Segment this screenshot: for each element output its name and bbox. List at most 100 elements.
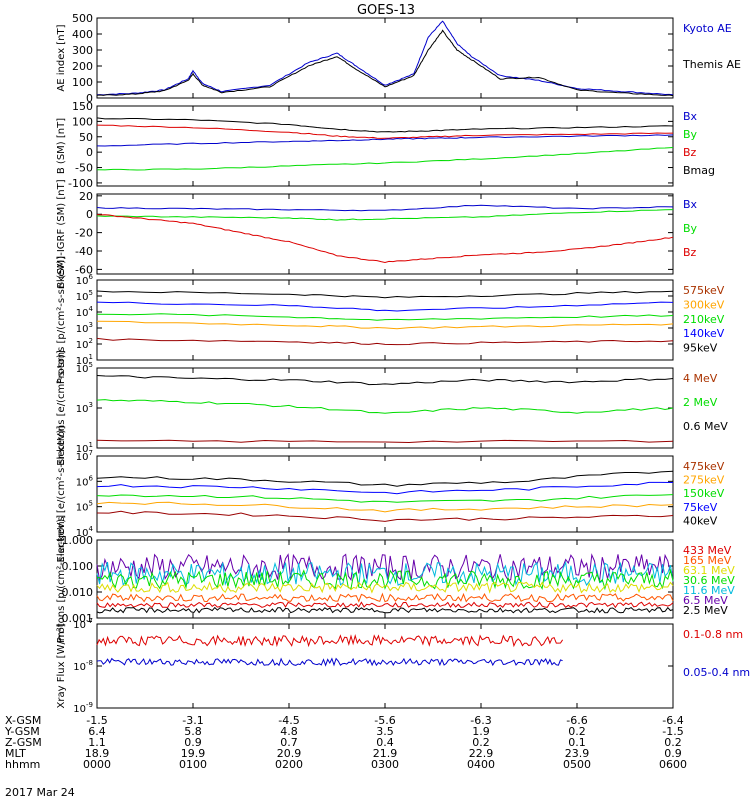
orbit-value: -1.5	[86, 714, 107, 727]
series-line-0	[96, 553, 674, 582]
y-tick-label: 103	[76, 321, 93, 335]
legend-entry: 30.6 MeV	[683, 574, 735, 587]
panel-2: -60 -40 -20 0 20 B (SM)-IGRF (SM) [nT] Bx By Bz	[56, 179, 698, 288]
legend-entry: 40keV	[683, 514, 718, 527]
legend-entry: 140keV	[683, 327, 725, 340]
y-axis-label: AE index [nT]	[56, 24, 67, 91]
legend-entry: Bz	[683, 146, 697, 159]
y-tick-label: 106	[76, 474, 94, 488]
series-line-1	[96, 301, 674, 312]
y-tick-label: 0.010	[62, 586, 94, 599]
orbit-value: 5.8	[184, 725, 202, 738]
series-line-0	[96, 633, 564, 648]
y-tick-label: 107	[76, 449, 93, 463]
plot-title: GOES-13	[357, 3, 415, 18]
legend-entry: Bz	[683, 246, 697, 259]
series-line-0	[96, 20, 674, 96]
orbit-row-label: hhmm	[5, 758, 40, 771]
orbit-value: -6.3	[470, 714, 491, 727]
orbit-row-label: Y-GSM	[4, 725, 40, 738]
series-line-1	[96, 481, 674, 495]
y-axis-label: B (SM) [nT]	[56, 118, 67, 174]
orbit-value: 22.9	[469, 747, 494, 760]
orbit-value: 0000	[83, 758, 111, 771]
legend-entry: By	[683, 128, 698, 141]
legend-entry: 150keV	[683, 487, 725, 500]
orbit-value: 0600	[659, 758, 687, 771]
legend-entry: Bx	[683, 110, 698, 123]
orbit-value: 0.7	[280, 736, 298, 749]
orbit-value: 1.1	[88, 736, 106, 749]
legend-entry: 11.6 MeV	[683, 584, 735, 597]
orbit-value: -3.1	[182, 714, 203, 727]
orbit-value: 0.2	[568, 725, 586, 738]
legend-entry: 2 MeV	[683, 396, 718, 409]
orbit-row-label: Z-GSM	[5, 736, 42, 749]
orbit-value: -1.5	[662, 725, 683, 738]
y-tick-label: -100	[68, 177, 93, 190]
y-tick-label: 105	[76, 361, 93, 375]
orbit-value: 21.9	[373, 747, 398, 760]
series-line-3	[96, 147, 674, 171]
panel-frame	[96, 623, 674, 709]
date-label: 2017 Mar 24	[5, 786, 75, 799]
y-axis-label: Protons [p/(cm²-s-sr-keV)]	[56, 515, 67, 643]
series-line-1	[96, 560, 674, 587]
series-line-1	[96, 399, 674, 414]
orbit-value: 19.9	[181, 747, 206, 760]
y-tick-label: 10-8	[73, 659, 93, 673]
y-tick-label: 0	[86, 208, 93, 221]
y-tick-label: -40	[75, 245, 93, 258]
legend-entry: Kyoto AE	[683, 22, 732, 35]
orbit-value: 23.9	[565, 747, 590, 760]
y-tick-label: 0	[86, 92, 93, 105]
y-axis-label: Protons [p/(cm²-s-sr-keV)]	[56, 256, 67, 384]
legend-entry: 0.6 MeV	[683, 420, 728, 433]
series-line-4	[96, 337, 674, 346]
orbit-value: 0400	[467, 758, 495, 771]
legend-entry: 275keV	[683, 474, 725, 487]
series-line-0	[96, 470, 674, 487]
series-line-0	[96, 117, 674, 133]
y-tick-label: -50	[75, 162, 93, 175]
y-tick-label: 105	[76, 289, 93, 303]
y-tick-label: 102	[76, 337, 93, 351]
series-line-2	[96, 439, 674, 444]
legend-entry: 2.5 MeV	[683, 604, 728, 617]
orbit-value: 1.9	[472, 725, 490, 738]
orbit-value: 0300	[371, 758, 399, 771]
y-tick-label: 400	[72, 28, 93, 41]
series-line-2	[96, 568, 674, 591]
y-tick-label: 0	[86, 146, 93, 159]
legend-entry: 4 MeV	[683, 372, 718, 385]
panel-frame	[96, 455, 674, 533]
panel-7: 10-9 10-8 10-7 Xray Flux [W/m²] 0.1-0.8 nm 0.…	[56, 617, 750, 715]
panel-1: -100 -50 0 50 100 150 B (SM) [nT] Bx By Bz Bmag	[56, 100, 715, 190]
legend-entry: 0.1-0.8 nm	[683, 628, 743, 641]
series-line-2	[96, 214, 674, 264]
y-tick-label: 10-7	[73, 617, 93, 631]
y-tick-label: 300	[72, 44, 93, 57]
y-tick-label: 500	[72, 12, 93, 25]
legend-entry: 433 MeV	[683, 544, 732, 557]
y-tick-label: 105	[76, 500, 93, 514]
legend-entry: 0.05-0.4 nm	[683, 666, 750, 679]
orbit-value: 0.2	[664, 736, 682, 749]
orbit-value: 0200	[275, 758, 303, 771]
y-tick-label: 0.100	[62, 560, 94, 573]
y-tick-label: -60	[75, 263, 93, 276]
y-tick-label: 0.001	[62, 612, 94, 625]
series-line-4	[96, 592, 674, 603]
series-line-0	[96, 204, 674, 212]
y-tick-label: 100	[72, 115, 93, 128]
legend-entry: 63.1 MeV	[683, 564, 735, 577]
y-tick-label: 50	[79, 131, 93, 144]
panel-0: 0 100 200 300 400 500 AE index [nT] Kyoto AE The…	[56, 12, 741, 105]
y-axis-label: Xray Flux [W/m²]	[56, 623, 67, 708]
orbit-value: 4.8	[280, 725, 298, 738]
orbit-value: 0.1	[568, 736, 586, 749]
orbit-value: -6.6	[566, 714, 587, 727]
